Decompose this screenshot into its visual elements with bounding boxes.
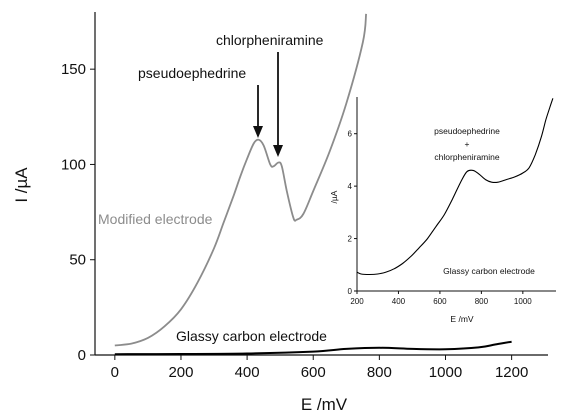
inset-x-axis-label: E /mV [450,314,473,324]
inset-y-ticks: 0 2 4 6 [348,130,357,296]
main-y-axis-label: I /µA [12,167,31,203]
x-tick-label: 600 [301,364,326,381]
y-tick-label: 6 [348,130,353,139]
y-tick-label: 50 [69,252,86,269]
modified-electrode-line [114,13,367,347]
x-tick-label: 0 [111,364,119,381]
x-tick-label: 1200 [495,364,528,381]
x-tick-label: 600 [433,297,447,306]
y-tick-label: 150 [61,61,86,78]
glassy-carbon-line [114,340,512,356]
main-x-axis-label: E /mV [301,395,348,414]
x-tick-label: 1000 [429,364,462,381]
modified-electrode-label: Modified electrode [98,211,213,227]
y-tick-label: 4 [348,182,353,191]
y-tick-label: 0 [78,347,86,364]
main-x-ticks: 0 200 400 600 800 1000 1200 [111,355,528,381]
main-y-ticks: 0 50 100 150 [61,61,95,364]
x-tick-label: 200 [168,364,193,381]
x-tick-label: 800 [367,364,392,381]
x-tick-label: 400 [392,297,406,306]
inset-glassy-carbon-line [356,98,554,276]
inset-series-label: Glassy carbon electrode [443,266,535,276]
chlorpheniramine-arrowhead [273,145,283,157]
x-tick-label: 800 [475,297,489,306]
y-tick-label: 100 [61,156,86,173]
glassy-carbon-label: Glassy carbon electrode [176,328,327,344]
inset-annotation-line-2: + [465,139,470,149]
y-tick-label: 2 [348,235,353,244]
x-tick-label: 1000 [514,297,532,306]
inset-annotation-line-3: chlorpheniramine [434,152,499,162]
inset-background [356,96,556,292]
y-tick-label: 0 [348,287,353,296]
x-tick-label: 200 [350,297,364,306]
chlorpheniramine-annotation: chlorpheniramine [216,32,324,48]
inset-plot: 0 2 4 6 200 400 600 800 1000 /µA E /mV pseudoep… [329,96,556,324]
inset-x-ticks: 200 400 600 800 1000 [350,291,532,306]
x-tick-label: 400 [235,364,260,381]
pseudoephedrine-arrowhead [253,126,263,138]
inset-y-axis-label: /µA [329,190,339,203]
pseudoephedrine-annotation: pseudoephedrine [138,65,246,81]
inset-annotation-line-1: pseudoephedrine [434,126,500,136]
